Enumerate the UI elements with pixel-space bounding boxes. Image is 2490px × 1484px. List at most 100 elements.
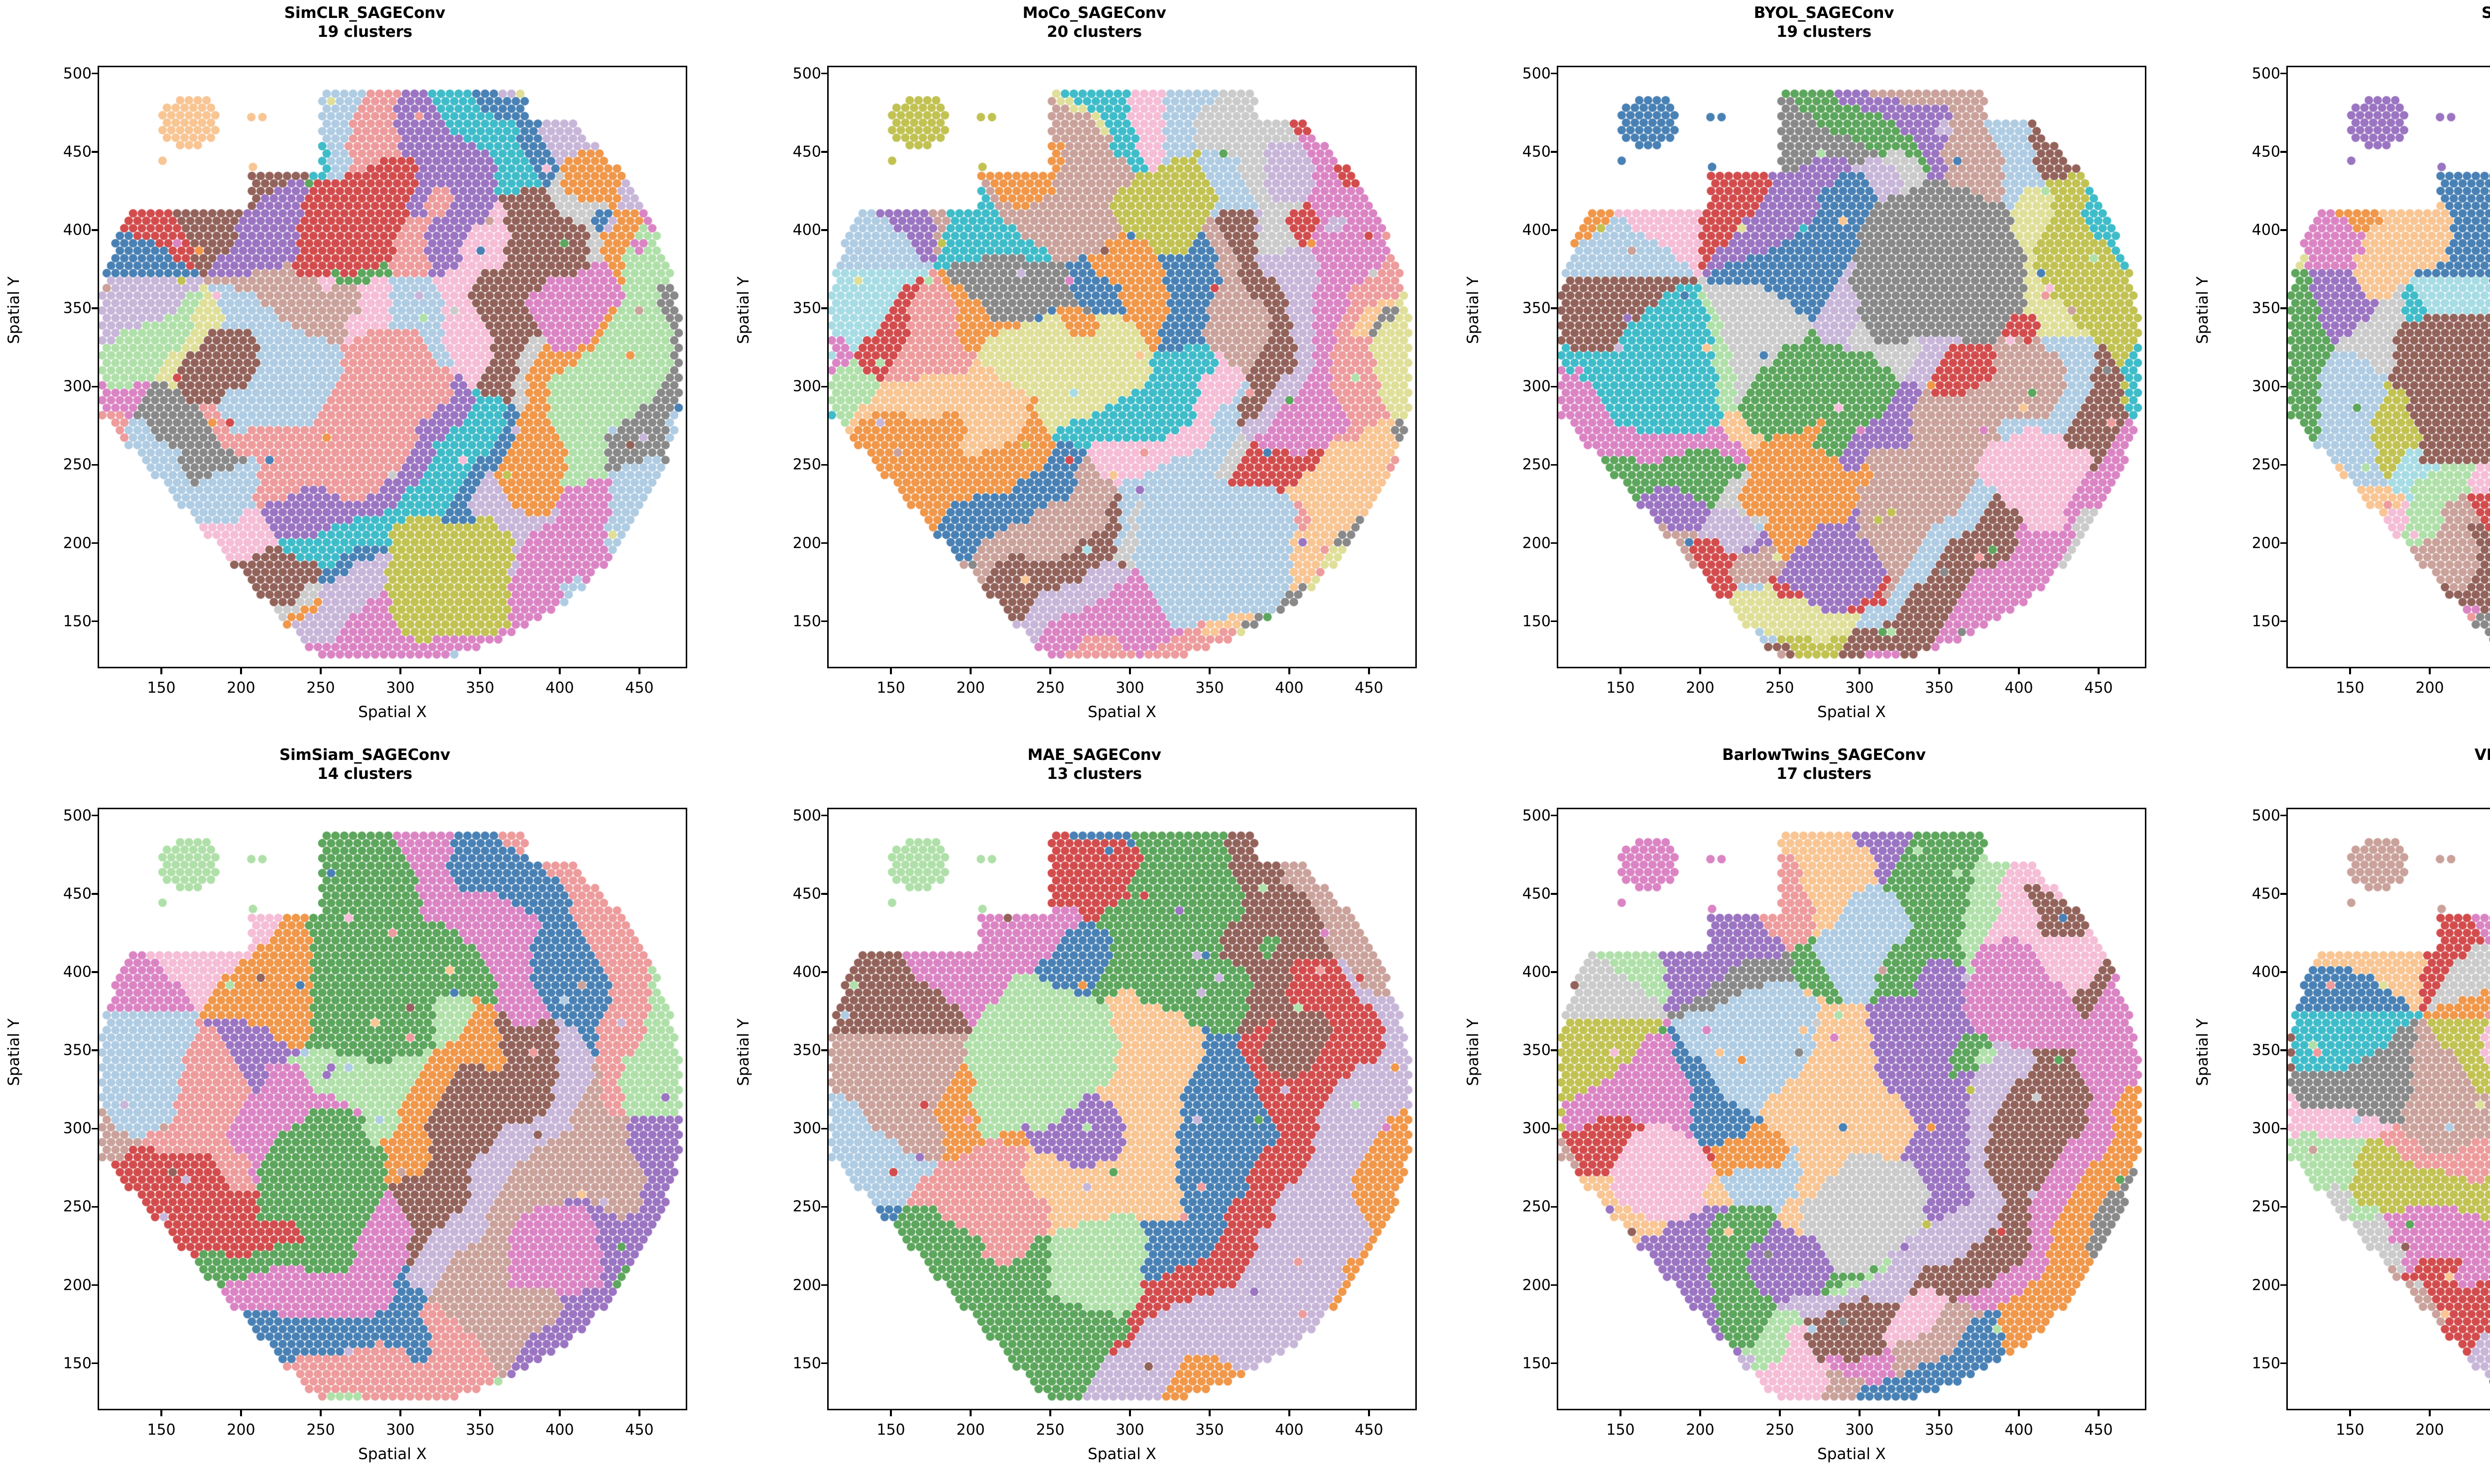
x-tick-label: 450 bbox=[1355, 1421, 1383, 1439]
x-axis-label: Spatial X bbox=[1088, 703, 1156, 721]
x-axis-label: Spatial X bbox=[1088, 1445, 1156, 1463]
x-tick-mark bbox=[240, 1410, 242, 1416]
y-tick-mark bbox=[92, 72, 98, 75]
panel-cluster-count: 20 clusters bbox=[2189, 23, 2490, 42]
y-tick-label: 400 bbox=[1522, 963, 1551, 981]
x-tick-mark bbox=[638, 668, 640, 674]
y-tick-mark bbox=[1551, 620, 1557, 622]
x-tick-label: 350 bbox=[466, 679, 495, 697]
scatter-canvas bbox=[2288, 67, 2490, 667]
x-tick-mark bbox=[2349, 668, 2351, 674]
scatter-canvas bbox=[99, 809, 686, 1409]
x-tick-mark bbox=[1699, 1410, 1701, 1416]
x-tick-label: 150 bbox=[1606, 679, 1635, 697]
y-tick-mark bbox=[92, 1127, 98, 1130]
panel-cluster-count: 19 clusters bbox=[1776, 22, 1871, 41]
x-tick-mark bbox=[1699, 668, 1701, 674]
y-tick-label: 350 bbox=[2251, 299, 2280, 317]
y-tick-label: 400 bbox=[63, 963, 92, 981]
y-tick-label: 450 bbox=[2251, 885, 2280, 903]
x-tick-label: 250 bbox=[1765, 679, 1794, 697]
x-tick-label: 400 bbox=[1275, 1421, 1304, 1439]
x-tick-label: 250 bbox=[306, 1421, 335, 1439]
panel-cluster-count: 19 clusters bbox=[2189, 765, 2490, 784]
y-tick-mark bbox=[1551, 1206, 1557, 1208]
x-tick-label: 150 bbox=[147, 1421, 176, 1439]
y-tick-mark bbox=[2280, 151, 2286, 153]
y-tick-label: 500 bbox=[63, 65, 92, 83]
y-tick-mark bbox=[92, 307, 98, 309]
y-tick-label: 150 bbox=[1522, 1355, 1551, 1372]
y-tick-mark bbox=[821, 1284, 827, 1286]
panel-mae_sageconv: MAE_SAGEConv 13 clusters 150 200 250 300 350 40… bbox=[730, 742, 1459, 1484]
y-tick-label: 500 bbox=[2251, 807, 2280, 825]
y-tick-label: 200 bbox=[792, 534, 821, 552]
y-tick-label: 500 bbox=[792, 807, 821, 825]
x-tick-label: 250 bbox=[306, 679, 335, 697]
y-tick-label: 300 bbox=[63, 1119, 92, 1137]
x-tick-mark bbox=[2018, 668, 2020, 674]
x-tick-mark bbox=[559, 1410, 561, 1416]
x-axis-label: Spatial X bbox=[1817, 703, 1886, 721]
panel-title: SwAV_SAGEConv bbox=[2481, 4, 2490, 22]
y-tick-mark bbox=[821, 72, 827, 75]
plot-area bbox=[827, 808, 1417, 1410]
x-tick-label: 450 bbox=[2084, 1421, 2113, 1439]
y-tick-mark bbox=[1551, 307, 1557, 309]
scatter-canvas bbox=[2288, 809, 2490, 1409]
y-tick-mark bbox=[1551, 1127, 1557, 1130]
x-tick-mark bbox=[1368, 1410, 1370, 1416]
x-tick-label: 300 bbox=[1116, 679, 1144, 697]
y-tick-mark bbox=[92, 1049, 98, 1051]
x-tick-label: 250 bbox=[1036, 679, 1065, 697]
panel-cluster-count: 17 clusters bbox=[1776, 764, 1871, 783]
y-tick-label: 300 bbox=[63, 377, 92, 395]
x-tick-mark bbox=[1859, 668, 1861, 674]
y-tick-label: 450 bbox=[63, 885, 92, 903]
y-tick-mark bbox=[1551, 229, 1557, 231]
x-tick-label: 300 bbox=[1116, 1421, 1144, 1439]
y-tick-label: 400 bbox=[63, 221, 92, 239]
x-tick-label: 350 bbox=[1195, 679, 1224, 697]
x-tick-mark bbox=[1368, 668, 1370, 674]
y-tick-label: 350 bbox=[1522, 1041, 1551, 1059]
x-tick-mark bbox=[2429, 668, 2431, 674]
y-tick-mark bbox=[821, 542, 827, 544]
y-tick-label: 400 bbox=[1522, 221, 1551, 239]
x-tick-mark bbox=[970, 668, 972, 674]
x-tick-label: 450 bbox=[2084, 679, 2113, 697]
y-tick-mark bbox=[92, 385, 98, 388]
x-tick-mark bbox=[1129, 1410, 1131, 1416]
scatter-canvas bbox=[829, 67, 1415, 667]
y-tick-label: 450 bbox=[2251, 143, 2280, 161]
x-axis-label: Spatial X bbox=[358, 703, 427, 721]
y-tick-mark bbox=[2280, 307, 2286, 309]
x-tick-label: 150 bbox=[147, 679, 176, 697]
x-tick-mark bbox=[1859, 1410, 1861, 1416]
y-tick-mark bbox=[2280, 385, 2286, 388]
y-tick-mark bbox=[1551, 971, 1557, 973]
y-tick-mark bbox=[1551, 385, 1557, 388]
y-tick-label: 350 bbox=[63, 299, 92, 317]
x-tick-label: 200 bbox=[1686, 1421, 1715, 1439]
y-tick-label: 150 bbox=[63, 613, 92, 630]
x-tick-label: 350 bbox=[1195, 1421, 1224, 1439]
y-tick-mark bbox=[821, 893, 827, 895]
y-tick-label: 500 bbox=[1522, 807, 1551, 825]
x-tick-mark bbox=[1619, 1410, 1621, 1416]
y-tick-label: 250 bbox=[63, 1198, 92, 1216]
y-tick-label: 200 bbox=[1522, 1276, 1551, 1294]
panel-byol_sageconv: BYOL_SAGEConv 19 clusters 150 200 250 300 350 4… bbox=[1459, 0, 2189, 742]
y-tick-mark bbox=[1551, 464, 1557, 466]
y-tick-label: 250 bbox=[1522, 1198, 1551, 1216]
x-tick-label: 300 bbox=[1845, 1421, 1874, 1439]
y-tick-label: 350 bbox=[2251, 1041, 2280, 1059]
x-tick-label: 300 bbox=[386, 1421, 415, 1439]
y-tick-mark bbox=[2280, 814, 2286, 817]
y-tick-label: 350 bbox=[792, 1041, 821, 1059]
x-tick-mark bbox=[399, 1410, 401, 1416]
y-tick-label: 200 bbox=[1522, 534, 1551, 552]
panel-cluster-count: 20 clusters bbox=[1047, 22, 1142, 41]
